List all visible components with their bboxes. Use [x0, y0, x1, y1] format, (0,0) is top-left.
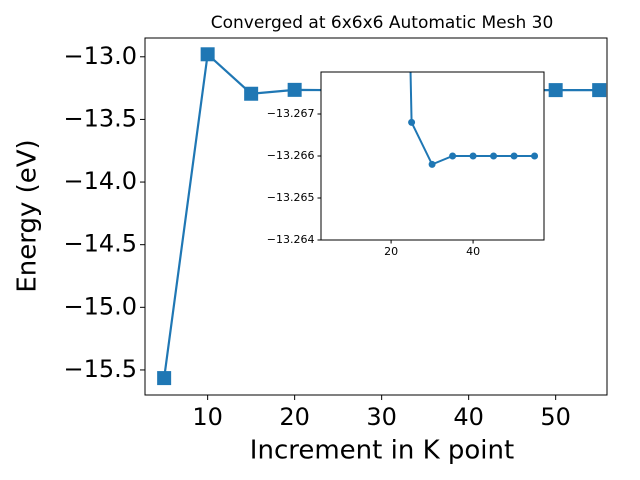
- data-point: [592, 83, 607, 98]
- data-point: [287, 82, 302, 97]
- data-point: [449, 152, 457, 160]
- y-tick-label: −13.266: [267, 149, 315, 162]
- y-tick-label: −13.0: [63, 42, 137, 70]
- y-tick-label: −13.264: [267, 233, 315, 246]
- chart-title: Converged at 6x6x6 Automatic Mesh 30: [211, 13, 554, 33]
- x-tick-label: 20: [384, 245, 398, 258]
- data-point: [510, 152, 518, 160]
- axes-frame: [320, 71, 545, 241]
- x-tick-label: 50: [540, 403, 571, 431]
- x-tick-label: 10: [192, 403, 223, 431]
- data-point: [157, 371, 172, 386]
- data-point: [428, 160, 436, 168]
- data-point: [408, 118, 416, 126]
- data-point: [244, 86, 259, 101]
- y-axis-label: Energy (eV): [13, 139, 43, 292]
- x-tick-label: 20: [279, 403, 310, 431]
- data-point: [490, 152, 498, 160]
- y-tick-label: −13.265: [267, 191, 315, 204]
- y-tick-label: −14.0: [63, 167, 137, 195]
- y-tick-label: −14.5: [63, 230, 137, 258]
- data-point: [469, 152, 477, 160]
- data-point: [531, 152, 539, 160]
- y-tick-label: −13.267: [267, 107, 315, 120]
- data-point: [548, 83, 563, 98]
- series: [408, 72, 539, 168]
- x-tick-label: 30: [366, 403, 397, 431]
- axes-frame: [144, 37, 608, 396]
- x-tick-label: 40: [466, 245, 480, 258]
- y-tick-label: −13.5: [63, 104, 137, 132]
- x-axis-label: Increment in K point: [250, 436, 514, 466]
- y-tick-label: −15.0: [63, 292, 137, 320]
- data-point: [200, 47, 215, 62]
- y-tick-label: −15.5: [63, 355, 137, 383]
- x-tick-label: 40: [453, 403, 484, 431]
